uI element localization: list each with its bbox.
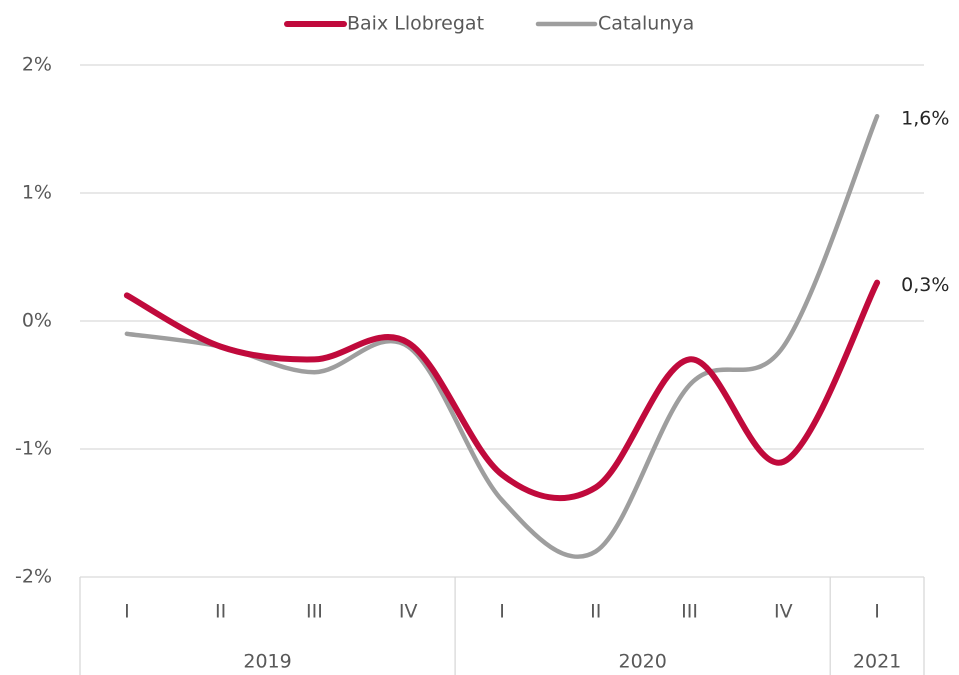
x-tick-label: IV [774,601,793,623]
legend-label: Catalunya [598,13,694,35]
x-tick-label: III [306,601,323,623]
series-line [124,113,880,559]
x-tick-label: II [590,601,601,623]
y-tick-label: 1% [22,182,52,204]
y-tick-label: -1% [15,438,52,460]
y-tick-label: 2% [22,54,52,76]
x-group-label: 2021 [853,651,901,673]
data-label: 0,3% [901,274,949,296]
x-group-label: 2020 [618,651,666,673]
x-tick-label: I [124,601,130,623]
legend-label: Baix Llobregat [347,13,484,35]
x-tick-label: I [874,601,880,623]
y-tick-label: -2% [15,566,52,588]
data-label: 1,6% [901,108,949,130]
x-tick-label: IV [399,601,418,623]
series-line [123,279,881,502]
x-tick-label: II [215,601,226,623]
x-tick-label: I [499,601,505,623]
x-tick-label: III [681,601,698,623]
x-group-label: 2019 [243,651,291,673]
y-tick-label: 0% [22,310,52,332]
